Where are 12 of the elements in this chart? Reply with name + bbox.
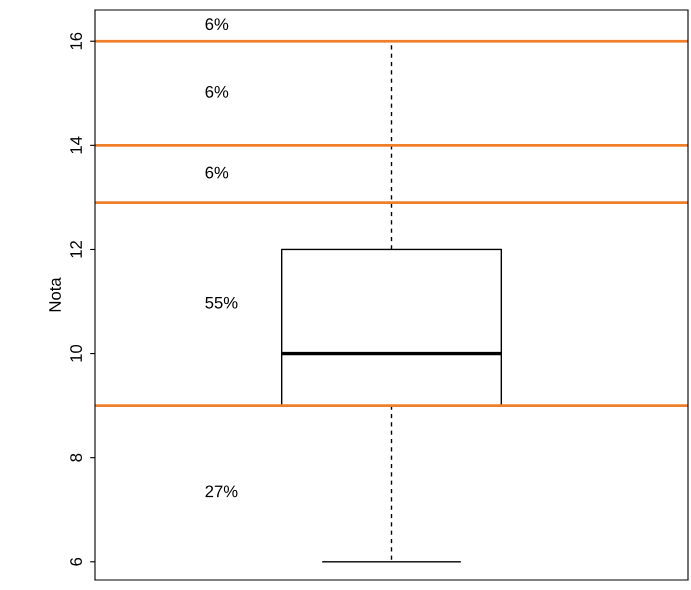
- annotation: 27%: [206, 485, 238, 498]
- annotation: 6%: [206, 86, 228, 98]
- y-tick-label: 10: [70, 344, 82, 362]
- annotation: 6%: [206, 18, 228, 30]
- y-tick-label: 8: [70, 454, 82, 462]
- annotation: 6%: [206, 166, 228, 178]
- y-tick-label: 12: [70, 241, 82, 258]
- y-tick-label: 16: [70, 32, 82, 50]
- y-tick-label: 14: [70, 136, 82, 154]
- annotation: 55%: [205, 296, 238, 309]
- y-tick-label: 6: [70, 558, 82, 566]
- y-axis-title: Nota: [49, 277, 61, 312]
